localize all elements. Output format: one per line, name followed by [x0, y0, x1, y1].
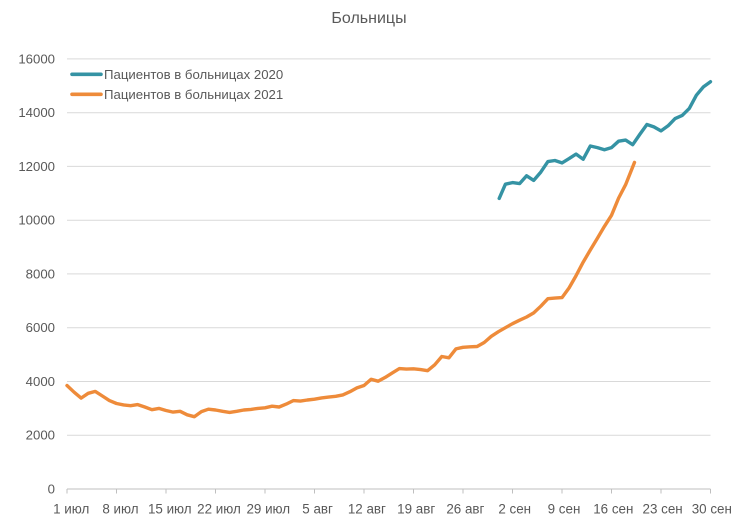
svg-text:8 июл: 8 июл — [102, 502, 138, 517]
svg-text:2000: 2000 — [26, 428, 55, 443]
svg-text:1 июл: 1 июл — [53, 502, 89, 517]
svg-text:Больницы: Больницы — [331, 10, 406, 27]
svg-text:14000: 14000 — [18, 105, 55, 120]
svg-text:6000: 6000 — [26, 320, 55, 335]
svg-text:22 июл: 22 июл — [197, 502, 241, 517]
svg-text:12000: 12000 — [18, 159, 55, 174]
svg-text:19 авг: 19 авг — [397, 502, 435, 517]
svg-text:16 сен: 16 сен — [593, 502, 633, 517]
svg-text:12 авг: 12 авг — [348, 502, 386, 517]
svg-text:15 июл: 15 июл — [148, 502, 192, 517]
svg-text:10000: 10000 — [18, 213, 55, 228]
svg-text:8000: 8000 — [26, 266, 55, 281]
svg-text:16000: 16000 — [18, 51, 55, 66]
svg-text:Пациентов в больницах 2021: Пациентов в больницах 2021 — [104, 87, 283, 102]
svg-text:0: 0 — [48, 482, 55, 497]
svg-text:30 сен: 30 сен — [692, 502, 732, 517]
svg-text:Пациентов в больницах 2020: Пациентов в больницах 2020 — [104, 67, 283, 82]
svg-text:5 авг: 5 авг — [302, 502, 333, 517]
svg-text:4000: 4000 — [26, 374, 55, 389]
svg-text:29 июл: 29 июл — [246, 502, 290, 517]
svg-text:26 авг: 26 авг — [446, 502, 484, 517]
svg-text:23 сен: 23 сен — [643, 502, 683, 517]
svg-text:9 сен: 9 сен — [548, 502, 581, 517]
svg-text:2 сен: 2 сен — [498, 502, 531, 517]
